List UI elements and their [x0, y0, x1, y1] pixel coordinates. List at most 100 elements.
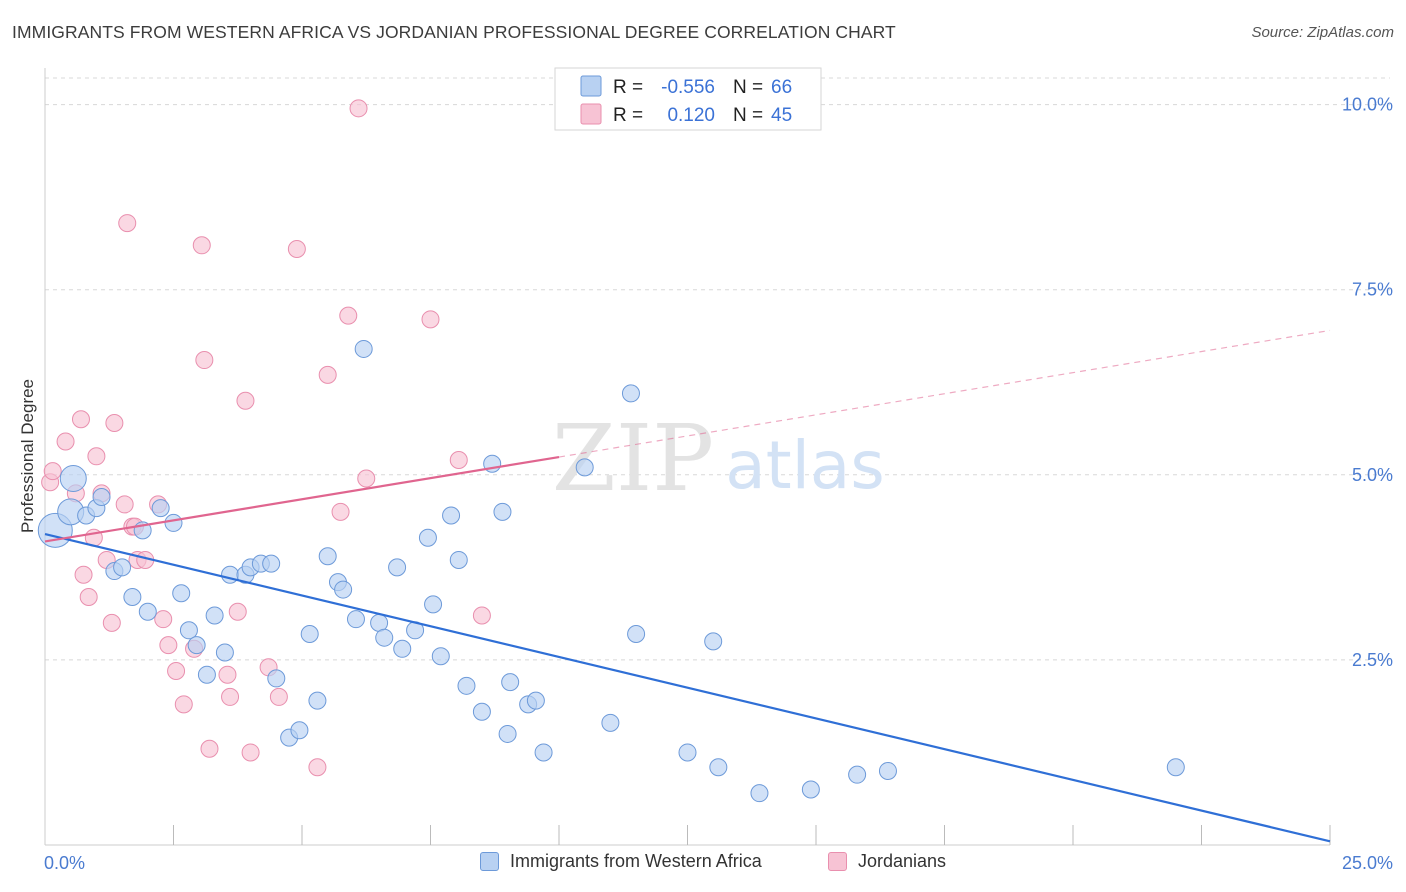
- blue-point: [334, 580, 353, 599]
- source-label: Source: ZipAtlas.com: [1251, 24, 1394, 41]
- pink-point: [154, 610, 173, 629]
- blue-point: [354, 339, 373, 358]
- blue-point: [215, 643, 234, 662]
- blue-point: [575, 458, 594, 477]
- legend-r-value-1: 0.120: [667, 105, 715, 126]
- blue-point: [709, 758, 728, 777]
- pink-point: [195, 351, 214, 370]
- pink-point: [87, 447, 106, 466]
- blue-point: [300, 624, 319, 643]
- blue-point: [431, 647, 450, 666]
- chart-title: IMMIGRANTS FROM WESTERN AFRICA VS JORDAN…: [12, 22, 896, 42]
- blue-point: [393, 639, 412, 658]
- y-tick-labels: 2.5% 5.0% 7.5% 10.0%: [1342, 95, 1393, 670]
- axes: [44, 68, 1331, 846]
- pink-point: [105, 413, 124, 432]
- blue-point: [1166, 758, 1185, 777]
- blue-point: [704, 632, 723, 651]
- pink-point: [167, 662, 186, 681]
- legend-r-label-1: R =: [613, 105, 643, 126]
- pink-point: [308, 758, 327, 777]
- blue-trend-line: [44, 532, 1331, 843]
- blue-point: [878, 761, 897, 780]
- watermark-zip: ZIP: [552, 405, 714, 512]
- watermark: ZIP atlas: [552, 405, 885, 512]
- western-africa-points: [37, 339, 1185, 803]
- pink-point: [331, 502, 350, 521]
- trend-lines: [44, 329, 1331, 843]
- legend-swatch-pink: [828, 852, 847, 871]
- blue-point: [205, 606, 224, 625]
- pink-trend-line: [44, 455, 560, 543]
- legend-r-value-0: -0.556: [661, 77, 715, 98]
- y-tick-label-2: 7.5%: [1352, 280, 1393, 300]
- blue-point: [262, 554, 281, 573]
- pink-point: [472, 606, 491, 625]
- blue-point: [290, 721, 309, 740]
- x-tick-labels: 0.0% 25.0%: [44, 853, 1393, 873]
- blue-point: [197, 665, 216, 684]
- pink-point: [118, 214, 137, 233]
- legend-label-western-africa: Immigrants from Western Africa: [510, 851, 762, 871]
- pink-point: [339, 306, 358, 325]
- pink-point: [192, 236, 211, 255]
- pink-point: [236, 391, 255, 410]
- legend-item-western-africa[interactable]: Immigrants from Western Africa: [480, 851, 762, 872]
- blue-point: [179, 621, 198, 640]
- pink-point: [357, 469, 376, 488]
- pink-point: [318, 365, 337, 384]
- blue-point: [308, 691, 327, 710]
- legend-item-jordanians[interactable]: Jordanians: [828, 851, 946, 872]
- blue-point: [621, 384, 640, 403]
- legend-n-value-0: 66: [771, 77, 792, 98]
- pink-point: [241, 743, 260, 762]
- pink-point: [349, 99, 368, 118]
- legend-label-jordanians: Jordanians: [858, 851, 947, 871]
- pink-point: [221, 687, 240, 706]
- pink-point: [56, 432, 75, 451]
- blue-point: [526, 691, 545, 710]
- blue-point: [627, 624, 646, 643]
- pink-point: [43, 462, 62, 481]
- blue-point: [848, 765, 867, 784]
- x-tick-label-left: 0.0%: [44, 853, 85, 873]
- blue-point: [113, 558, 132, 577]
- blue-point: [318, 547, 337, 566]
- x-tick-label-right: 25.0%: [1342, 853, 1393, 873]
- pink-point: [228, 602, 247, 621]
- y-tick-label-3: 10.0%: [1342, 95, 1393, 115]
- stats-legend: R = -0.556 N = 66 R = 0.120 N = 45: [554, 67, 822, 131]
- pink-trend-line-extension: [558, 329, 1331, 458]
- legend-swatch-pink: [580, 103, 602, 125]
- blue-point: [123, 587, 142, 606]
- blue-point: [172, 584, 191, 603]
- blue-point: [59, 465, 87, 493]
- y-tick-label-0: 2.5%: [1352, 650, 1393, 670]
- blue-point: [449, 550, 468, 569]
- legend-n-value-1: 45: [771, 105, 792, 126]
- legend-r-label-0: R =: [613, 77, 643, 98]
- blue-point: [601, 713, 620, 732]
- blue-point: [346, 610, 365, 629]
- pink-point: [115, 495, 134, 514]
- blue-point: [801, 780, 820, 799]
- blue-point: [501, 673, 520, 692]
- legend-swatch-blue: [580, 75, 602, 97]
- pink-point: [174, 695, 193, 714]
- legend-n-label-0: N =: [733, 77, 763, 98]
- blue-point: [187, 636, 206, 655]
- blue-point: [151, 499, 170, 518]
- pink-point: [269, 687, 288, 706]
- legend-swatch-blue: [480, 852, 499, 871]
- jordanians-points: [41, 99, 491, 777]
- pink-point: [102, 613, 121, 632]
- blue-point: [534, 743, 553, 762]
- bottom-legend: Immigrants from Western Africa Jordanian…: [0, 851, 1406, 879]
- pink-point: [79, 587, 98, 606]
- blue-point: [498, 724, 517, 743]
- blue-point: [164, 513, 183, 532]
- pink-point: [421, 310, 440, 329]
- y-tick-label-1: 5.0%: [1352, 465, 1393, 485]
- blue-point: [457, 676, 476, 695]
